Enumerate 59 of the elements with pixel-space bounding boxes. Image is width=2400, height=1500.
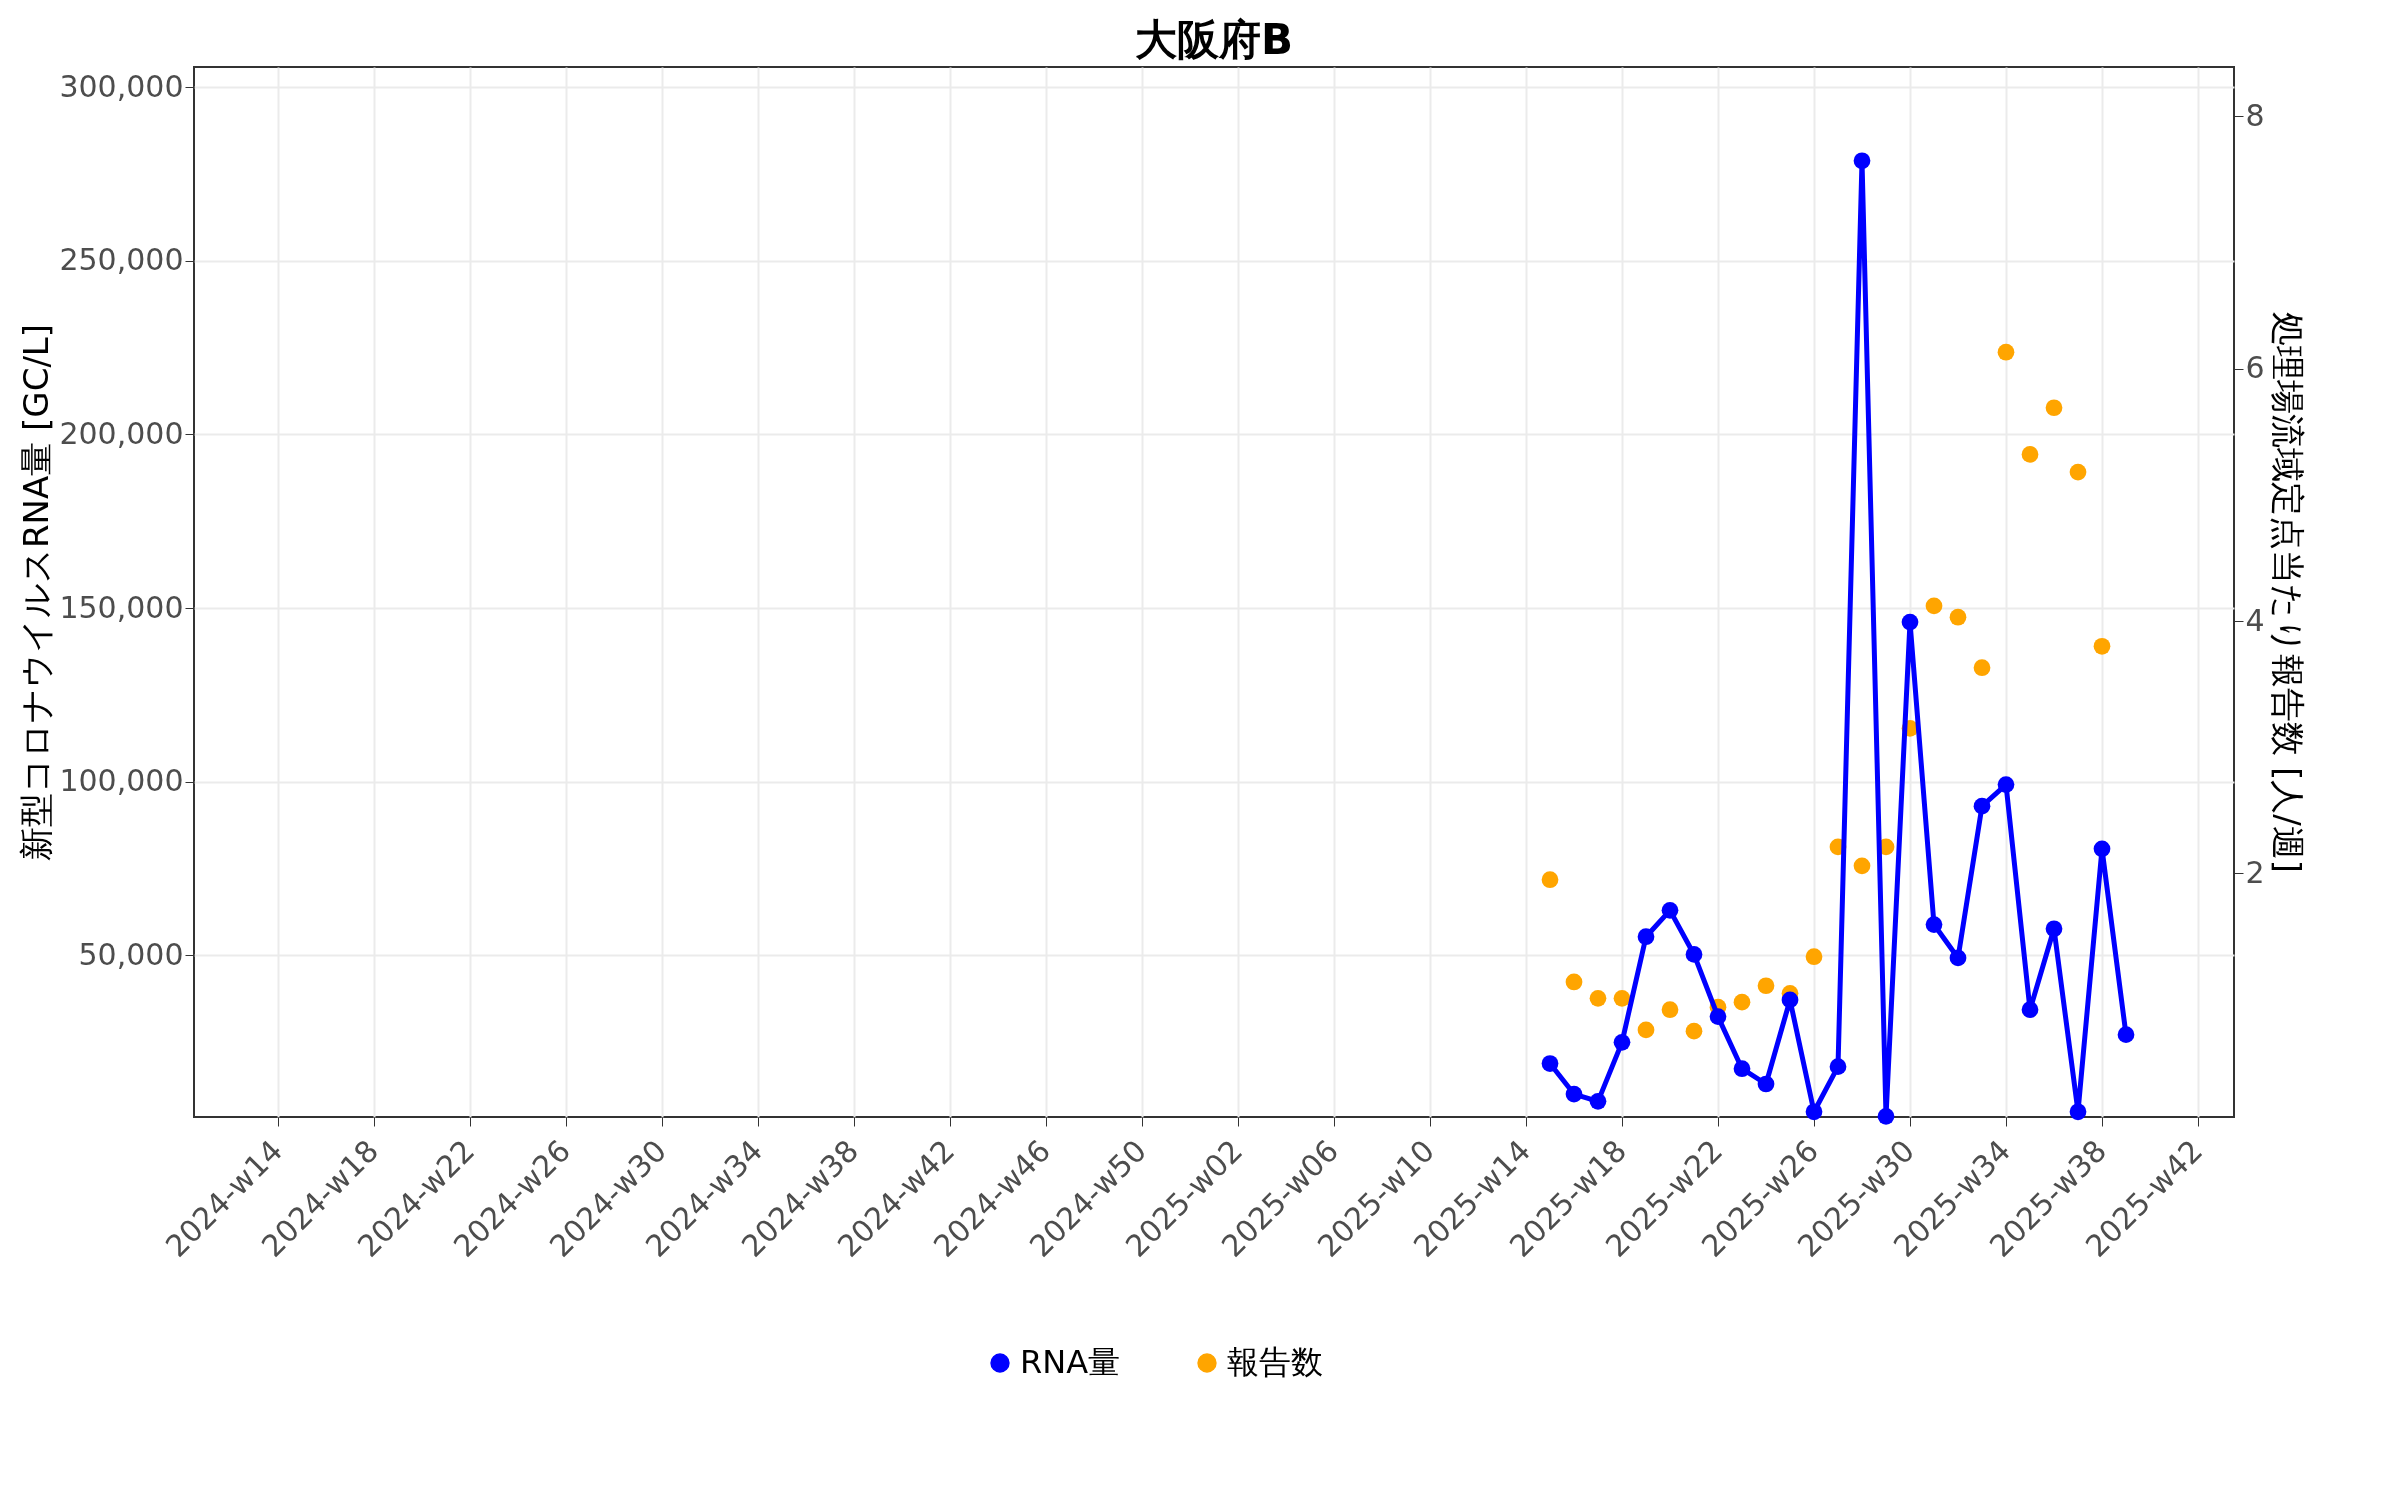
point (1733, 1060, 1751, 1078)
point (1805, 1103, 1823, 1121)
point (1805, 948, 1823, 966)
point (1589, 1093, 1607, 1110)
y-tick-label: 250,000 (59, 242, 184, 278)
y2-tick-label: 8 (2245, 97, 2265, 133)
point (2093, 637, 2111, 655)
point (1853, 857, 1871, 875)
point (2093, 840, 2111, 858)
y-tick-label: 150,000 (59, 589, 184, 625)
point (1685, 1022, 1703, 1040)
point (1877, 1107, 1895, 1125)
point (1925, 597, 1943, 615)
y2-axis-title: 処理場流域定点当たり報告数 [人/週] (2267, 312, 2308, 873)
legend-label: RNA量 (1020, 1343, 1121, 1381)
point (1949, 949, 1967, 967)
point (1997, 776, 2015, 793)
point (1661, 901, 1679, 919)
point (1541, 871, 1559, 889)
point (1733, 993, 1751, 1011)
point (1781, 991, 1799, 1009)
point (1637, 928, 1655, 946)
point (1637, 1021, 1655, 1039)
y2-tick-label: 4 (2245, 602, 2265, 638)
point (2069, 463, 2087, 481)
point (1973, 659, 1991, 677)
point (1853, 152, 1871, 170)
point (2117, 1026, 2135, 1044)
point (1949, 608, 1967, 626)
point (1757, 977, 1775, 995)
point (1973, 797, 1991, 815)
point (1613, 990, 1631, 1007)
point (1709, 1008, 1727, 1025)
point (1685, 946, 1703, 963)
point (1997, 343, 2015, 361)
point (1757, 1075, 1775, 1093)
point (1565, 1085, 1583, 1103)
point (2021, 446, 2039, 463)
point (2045, 399, 2063, 417)
y-tick-label: 200,000 (59, 415, 184, 451)
point (2021, 1001, 2039, 1019)
y-tick-label: 50,000 (78, 936, 184, 972)
point (1589, 990, 1607, 1007)
y2-tick-label: 6 (2245, 350, 2265, 386)
point (1565, 973, 1583, 991)
legend-label: 報告数 (1227, 1343, 1323, 1381)
y-tick-label: 100,000 (59, 763, 184, 799)
y2-tick-label: 2 (2245, 854, 2265, 890)
point (2069, 1103, 2087, 1121)
y-tick-label: 300,000 (59, 68, 184, 104)
point (1829, 1058, 1847, 1075)
point (1925, 916, 1943, 933)
point (1541, 1055, 1559, 1072)
y-axis-title: 新型コロナウイルスRNA量 [GC/L] (16, 323, 57, 862)
chart-title: 大阪府B (1134, 15, 1294, 64)
point (1661, 1001, 1679, 1019)
point (2045, 920, 2063, 938)
point (1613, 1033, 1631, 1051)
point (1901, 613, 1919, 631)
